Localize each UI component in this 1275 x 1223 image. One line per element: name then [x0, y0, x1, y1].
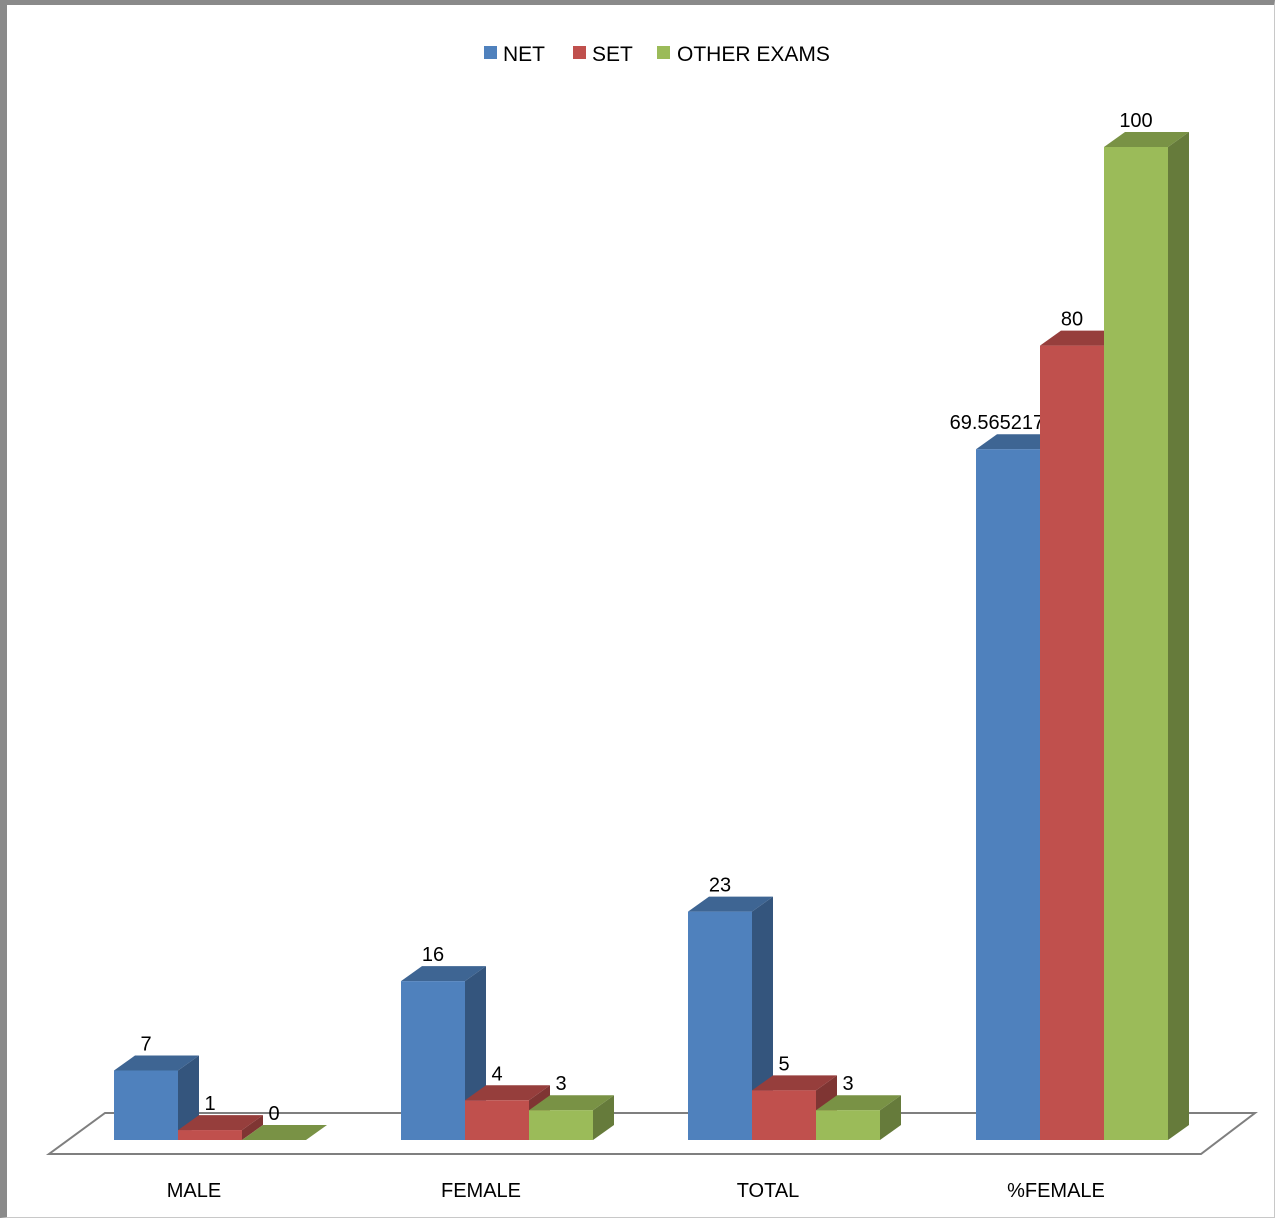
bar-front-net-female: [401, 981, 465, 1140]
bar-side-other-exams-pct-female: [1168, 132, 1189, 1140]
bar-top-net-pct-female: [976, 434, 1061, 450]
bar-top-other-exams-female: [529, 1095, 614, 1111]
legend-label-set: SET: [592, 43, 633, 66]
bar-set-male: [178, 1115, 263, 1140]
data-label-set-total: 5: [778, 1053, 789, 1075]
bar-top-other-exams-pct-female: [1104, 132, 1189, 147]
category-label-pct-female: %FEMALE: [1007, 1180, 1105, 1202]
data-label-other-exams-male: 0: [268, 1103, 279, 1125]
bar-top-net-male: [114, 1055, 199, 1071]
bar-front-other-exams-total: [816, 1110, 880, 1140]
bar-side-other-exams-total: [880, 1095, 901, 1140]
legend-swatch-set: [573, 46, 586, 59]
bar-front-other-exams-female: [529, 1110, 593, 1140]
bar-other-exams-male: [242, 1125, 327, 1140]
data-label-set-male: 1: [204, 1093, 215, 1115]
bar-chart: NET SET OTHER EXAMS 7 1 0 MALE 16 4 3 FEMALE 23 5 3 TO…: [45, 43, 1258, 1202]
bar-front-set-female: [465, 1100, 529, 1140]
bar-front-net-total: [688, 911, 752, 1140]
legend-swatch-net: [484, 46, 497, 59]
data-label-other-exams-total: 3: [842, 1073, 853, 1095]
bar-front-set-total: [752, 1090, 816, 1140]
data-label-net-total: 23: [709, 875, 731, 897]
data-label-other-exams-pct-female: 100: [1119, 110, 1152, 132]
bar-side-set-male: [242, 1115, 263, 1140]
bar-top-set-total: [752, 1075, 837, 1091]
bar-other-exams-female: [529, 1095, 614, 1140]
bar-front-other-exams-pct-female: [1104, 147, 1168, 1140]
bar-top-other-exams-total: [816, 1095, 901, 1111]
bar-top-set-pct-female: [1040, 330, 1125, 346]
bar-top-net-total: [688, 896, 773, 912]
data-label-net-pct-female: 69.56521739: [950, 412, 1067, 434]
bar-front-set-pct-female: [1040, 345, 1104, 1141]
category-label-total: TOTAL: [737, 1180, 800, 1202]
bar-side-other-exams-female: [593, 1095, 614, 1140]
data-label-net-male: 7: [140, 1033, 151, 1055]
bar-top-set-female: [465, 1085, 550, 1101]
bar-top-set-male: [178, 1115, 263, 1131]
bar-front-net-pct-female: [976, 449, 1040, 1140]
category-label-male: MALE: [167, 1180, 221, 1202]
data-label-set-female: 4: [491, 1063, 502, 1085]
bar-front-set-male: [178, 1130, 242, 1140]
legend-swatch-other-exams: [657, 46, 670, 59]
bar-top-other-exams-male: [242, 1125, 327, 1140]
bar-top-net-female: [401, 966, 486, 982]
bar-set-female: [465, 1085, 550, 1140]
data-label-other-exams-female: 3: [555, 1073, 566, 1095]
data-label-net-female: 16: [422, 944, 444, 966]
legend-label-other-exams: OTHER EXAMS: [677, 43, 830, 66]
bar-other-exams-total: [816, 1095, 901, 1140]
category-label-female: FEMALE: [441, 1180, 521, 1202]
legend-label-net: NET: [503, 43, 545, 66]
bar-other-exams-pct-female: [1104, 132, 1189, 1140]
data-label-set-pct-female: 80: [1061, 309, 1083, 331]
bar-front-net-male: [114, 1070, 178, 1140]
